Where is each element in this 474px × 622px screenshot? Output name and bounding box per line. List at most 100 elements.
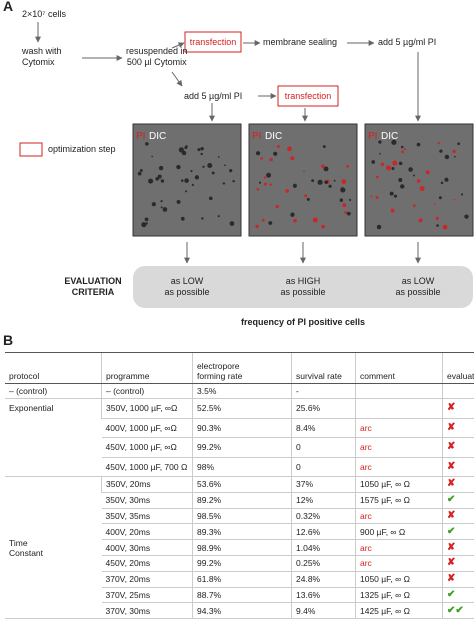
speck [452,149,456,154]
programme-cell: 400V, 1000 µF, ∞Ω [101,418,193,438]
speck [400,145,404,149]
speck [217,155,220,158]
speck [151,202,156,207]
rate-cell: 89.2% [192,492,292,509]
channel-label: DIC [265,131,283,142]
step-text: add 5 µg/ml PI [378,37,437,47]
evaluation-cell: ✔ [442,523,474,541]
rate-cell: 3.5% [192,383,292,399]
table-row: 370V, 30ms 94.3% 9.4% 1425 µF, ∞ Ω ✔✔ [5,602,474,620]
rate-cell: 98.5% [192,508,292,525]
speck [185,190,188,193]
evaluation-cell: ✘ [442,437,474,458]
speck [461,193,464,196]
rate-cell: 94.3% [192,602,292,620]
survival-cell: 25.6% [291,398,356,419]
speck [333,179,336,182]
speck [425,170,430,175]
criteria-box [133,266,473,308]
evaluation-cell: ✘ [442,571,474,588]
speck [341,179,347,184]
speck [287,146,292,152]
speck [180,216,185,221]
speck [393,194,398,198]
header-cell: evaluation [442,352,474,384]
speck [269,157,273,162]
comment-cell [355,398,443,419]
table-row: 350V, 35ms 98.5% 0.32% arc ✘ [5,508,474,525]
programme-cell: 350V, 30ms [101,492,193,509]
programme-cell: 450V, 1000 µF, ∞Ω [101,437,193,458]
speck [229,169,233,173]
evaluation-cell: ✘ [442,398,474,419]
evaluation-cell: ✘ [442,539,474,556]
table-row: 370V, 20ms 61.8% 24.8% 1050 µF, ∞ Ω ✘ [5,571,474,588]
image [248,123,358,237]
results-table: protocol programme electropore forming rat… [5,352,474,620]
speck [346,164,350,168]
survival-cell: 1.04% [291,539,356,556]
comment-cell: arc [355,457,443,477]
table-row: 450V, 1000 µF, 700 Ω 98% 0 arc ✘ [5,457,474,477]
speck [200,147,204,151]
speck [290,212,295,217]
speck [211,171,215,175]
comment-cell: 1050 µF, ∞ Ω [355,571,443,588]
header-cell: comment [355,352,443,384]
header-cell: programme [101,352,193,384]
speck [412,204,416,208]
evaluation-cell: ✘ [442,508,474,525]
speck [311,179,315,183]
speck [340,187,346,193]
speck [184,146,188,150]
header-cell: electropore forming rate [192,352,292,384]
table-row: 400V, 1000 µF, ∞Ω 90.3% 8.4% arc ✘ [5,418,474,438]
speck [255,224,259,229]
evaluation-cell: ✘ [442,457,474,477]
speck [285,189,290,193]
channel-label: DIC [149,131,167,142]
speck [439,149,443,153]
rate-cell: 61.8% [192,571,292,588]
comment-cell: 900 µF, ∞ Ω [355,523,443,541]
speck [306,197,310,201]
criteria-text: as HIGH as possible [280,276,326,297]
speck [180,179,184,182]
rate-cell: 88.7% [192,587,292,604]
optimization-box [277,85,339,107]
speck [375,196,379,199]
speck [190,169,193,173]
speck [438,196,442,200]
header-row: protocol programme electropore forming rat… [5,352,474,384]
programme-cell: 400V, 30ms [101,539,193,556]
table-row: – (control) – (control) 3.5% - [5,383,474,399]
speck [401,150,404,154]
table-row: 400V, 20ms 89.3% 12.6% 900 µF, ∞ Ω ✔ [5,523,474,541]
speck [344,211,348,215]
comment-cell: arc [355,555,443,572]
speck [191,183,194,186]
speck [217,215,220,218]
speck [224,164,226,167]
speck [137,171,142,176]
evaluation-cell: ✘ [442,555,474,572]
criteria-text: as LOW as possible [395,276,441,297]
speck [323,166,329,172]
speck [339,198,344,202]
survival-cell: 8.4% [291,418,356,438]
step-text: transfection [189,37,237,47]
step-text: membrane sealing [263,37,338,47]
speck [155,177,159,181]
speck [263,182,268,186]
speck [398,161,403,166]
step-text: wash with Cytomix [22,46,62,67]
step-text: add 5 µg/ml PI [184,91,243,101]
speck [207,162,213,168]
rate-cell: 99.2% [192,555,292,572]
channel-label: PI [368,131,378,142]
speck [322,145,326,149]
speck [457,142,461,146]
rate-cell: 90.3% [192,418,292,438]
comment-cell: 1575 µF, ∞ Ω [355,492,443,509]
